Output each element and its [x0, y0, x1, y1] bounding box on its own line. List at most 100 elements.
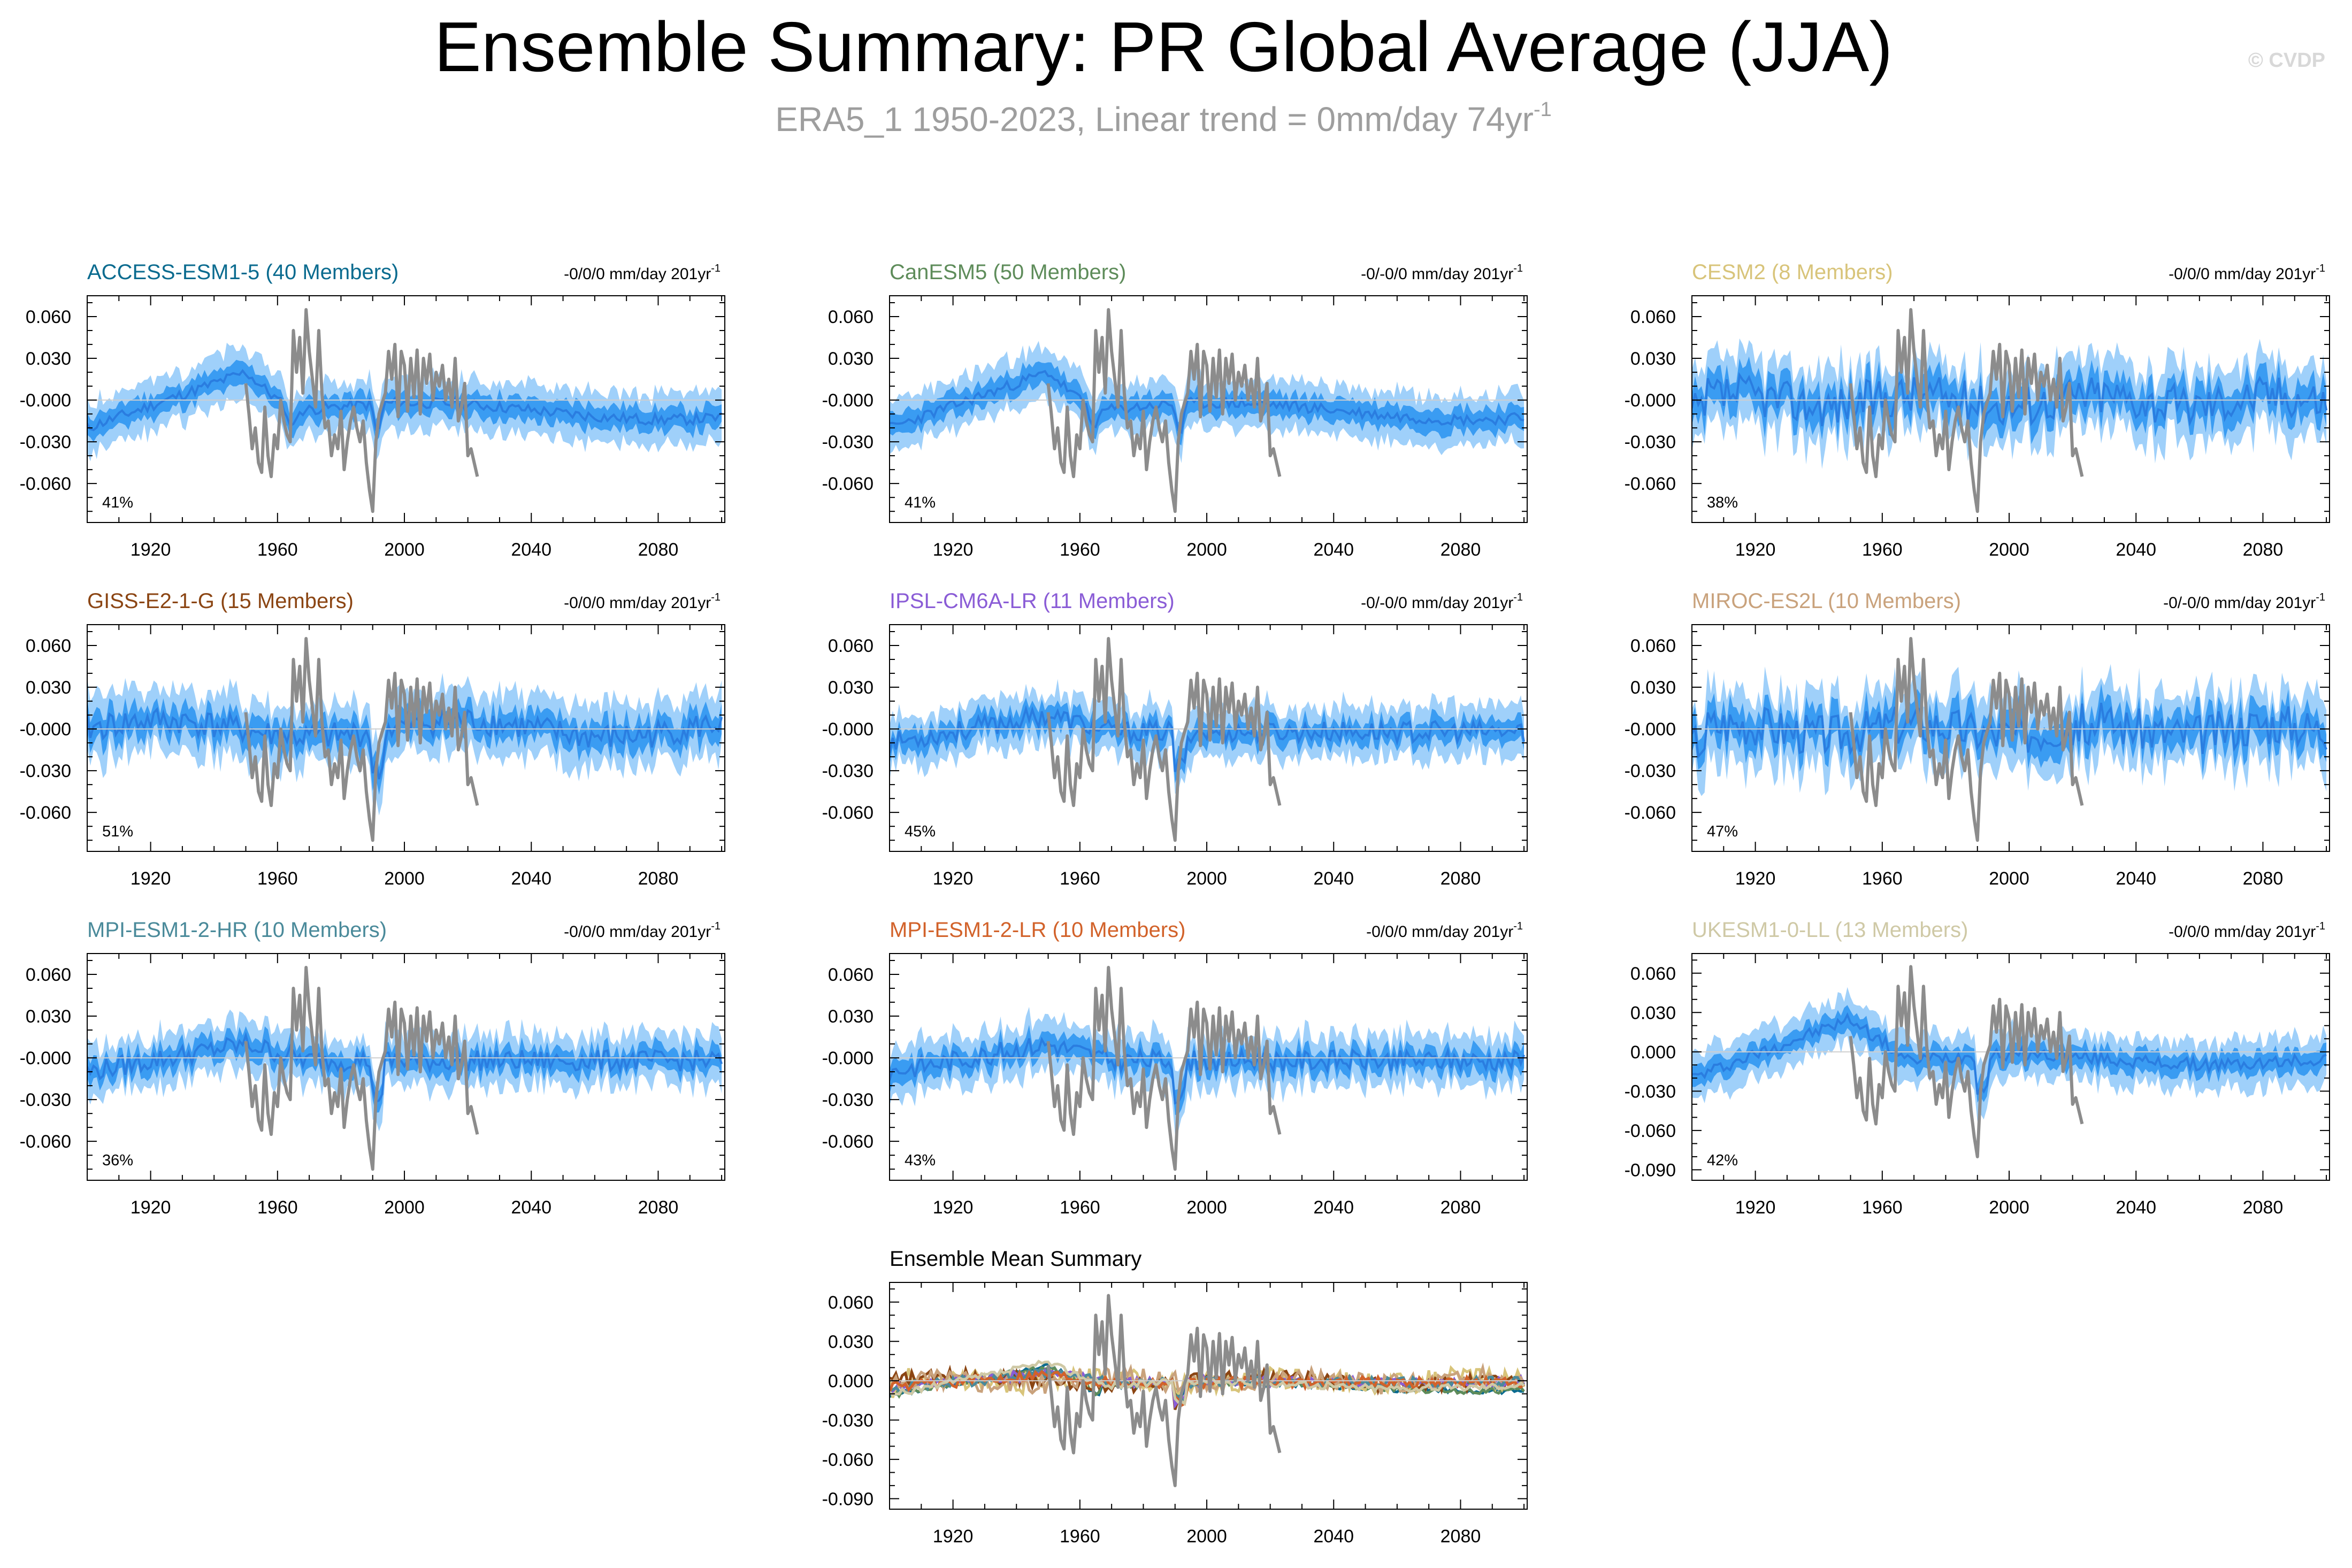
cvdp-watermark: © CVDP [2248, 49, 2325, 72]
y-tick-label: -0.060 [20, 803, 71, 823]
x-tick-label: 2040 [1313, 540, 1354, 560]
panel-title: Ensemble Mean Summary [890, 1247, 1141, 1271]
x-tick-label: 1920 [131, 868, 171, 889]
panel-10: Ensemble Mean Summary 1920 1960 2000 2040 208… [822, 1247, 1528, 1547]
x-tick-label: 1920 [1735, 868, 1776, 889]
trend-text: -0/0/0 mm/day 201yr [1366, 923, 1513, 941]
x-tick-label: 1920 [933, 1197, 974, 1218]
x-tick-label: 2080 [1441, 1526, 1481, 1547]
ensemble-mean-line [890, 705, 1526, 772]
observation-line [1849, 308, 2084, 513]
x-tick-label: 1960 [1862, 540, 1903, 560]
ensemble-mean-line [1692, 372, 2328, 427]
trend-text: -0/0/0 mm/day 201yr [2169, 923, 2316, 941]
panel-8: MPI-ESM1-2-LR (10 Members) -0/0/0 mm/day … [822, 918, 1528, 1218]
page-subtitle: ERA5_1 1950-2023, Linear trend = 0mm/day… [0, 86, 2327, 143]
panel-trend-label: -0/0/0 mm/day 201yr-1 [1366, 920, 1523, 941]
plot-area [890, 966, 1527, 1171]
y-tick-label: -0.030 [822, 1090, 874, 1110]
x-tick-label: 1920 [933, 540, 974, 560]
y-tick-label: 0.000 [1630, 1042, 1676, 1063]
y-tick-label: 0.060 [828, 636, 874, 656]
trend-text: -0/0/0 mm/day 201yr [564, 265, 711, 283]
trend-text: -0/0/0 mm/day 201yr [2169, 265, 2316, 283]
observation-line [1849, 965, 2084, 1158]
observation-line [1046, 966, 1282, 1171]
x-tick-label: 2080 [638, 540, 679, 560]
panel-7: MPI-ESM1-2-HR (10 Members) -0/0/0 mm/day … [20, 918, 725, 1218]
plot-area [87, 308, 725, 513]
ensemble-mean-line [890, 1036, 1525, 1105]
plot-area [1692, 308, 2330, 513]
plot-frame [889, 624, 1528, 852]
observation-line [244, 308, 479, 513]
y-tick-label: -0.030 [1625, 1081, 1676, 1102]
x-tick-label: 2040 [2116, 868, 2156, 889]
y-tick-label: -0.030 [822, 761, 874, 781]
x-tick-label: 2040 [1313, 1526, 1354, 1547]
plot-frame [1691, 953, 2330, 1181]
trend-superscript: -1 [2316, 920, 2325, 932]
x-tick-label: 2040 [2116, 1197, 2156, 1218]
ensemble-mean-line [87, 707, 723, 780]
x-tick-label: 1960 [1060, 868, 1100, 889]
y-tick-label: -0.060 [822, 803, 874, 823]
x-tick-label: 2000 [1186, 540, 1227, 560]
y-tick-label: -0.060 [20, 474, 71, 494]
x-tick-label: 1960 [1060, 1197, 1100, 1218]
panel-1: ACCESS-ESM1-5 (40 Members) -0/0/0 mm/day … [20, 260, 725, 560]
observation-line [1046, 637, 1282, 842]
ensemble-mean-line [87, 368, 723, 432]
y-tick-label: -0.030 [822, 432, 874, 452]
ensemble-mean-line [87, 1031, 723, 1103]
panel-5: IPSL-CM6A-LR (11 Members) -0/-0/0 mm/day … [822, 589, 1528, 889]
panel-title: CanESM5 (50 Members) [890, 260, 1126, 284]
y-tick-label: -0.030 [1625, 761, 1676, 781]
y-tick-label: 0.030 [828, 678, 874, 698]
panel-title: MPI-ESM1-2-LR (10 Members) [890, 918, 1185, 942]
panel-trend-label: -0/-0/0 mm/day 201yr-1 [1361, 591, 1523, 612]
plot-frame [87, 295, 725, 523]
y-tick-label: -0.030 [822, 1410, 874, 1431]
x-tick-label: 2000 [1186, 868, 1227, 889]
y-tick-label: -0.030 [1625, 432, 1676, 452]
panel-trend-label: -0/0/0 mm/day 201yr-1 [2169, 920, 2325, 941]
observation-line [1046, 1294, 1282, 1487]
plot-frame [87, 624, 725, 852]
percent-label: 51% [102, 823, 133, 840]
x-tick-label: 1960 [1060, 1526, 1100, 1547]
panel-title: CESM2 (8 Members) [1692, 260, 1893, 284]
y-tick-label: 0.060 [828, 1293, 874, 1313]
y-tick-label: -0.000 [1625, 719, 1676, 740]
x-tick-label: 2000 [1989, 868, 2029, 889]
x-tick-label: 1920 [933, 1526, 974, 1547]
x-tick-label: 1960 [257, 868, 298, 889]
percent-label: 47% [1707, 823, 1738, 840]
series-line-ukesm1-0-ll [890, 1359, 1525, 1406]
x-tick-label: 2000 [1186, 1197, 1227, 1218]
x-tick-label: 2080 [2243, 1197, 2284, 1218]
y-tick-label: 0.060 [26, 307, 71, 327]
trend-superscript: -1 [711, 920, 721, 932]
x-tick-label: 1960 [257, 540, 298, 560]
x-tick-label: 2040 [511, 868, 551, 889]
plot-area [87, 966, 725, 1171]
y-tick-label: 0.060 [26, 636, 71, 656]
y-tick-label: 0.060 [1630, 307, 1676, 327]
x-tick-label: 2080 [1441, 868, 1481, 889]
y-tick-label: -0.090 [822, 1489, 874, 1509]
y-tick-label: -0.030 [20, 761, 71, 781]
panel-9: UKESM1-0-LL (13 Members) -0/0/0 mm/day 20… [1625, 918, 2330, 1218]
ensemble-mean-line [1692, 1012, 2327, 1095]
x-tick-label: 1920 [933, 868, 974, 889]
x-tick-label: 2000 [384, 1197, 425, 1218]
y-tick-label: -0.060 [822, 474, 874, 494]
ensemble-mean-line [890, 370, 1524, 434]
y-tick-label: 0.060 [1630, 636, 1676, 656]
percent-label: 42% [1707, 1152, 1738, 1169]
observation-line [1849, 637, 2084, 842]
plot-frame [889, 953, 1528, 1181]
x-tick-label: 2000 [1186, 1526, 1227, 1547]
